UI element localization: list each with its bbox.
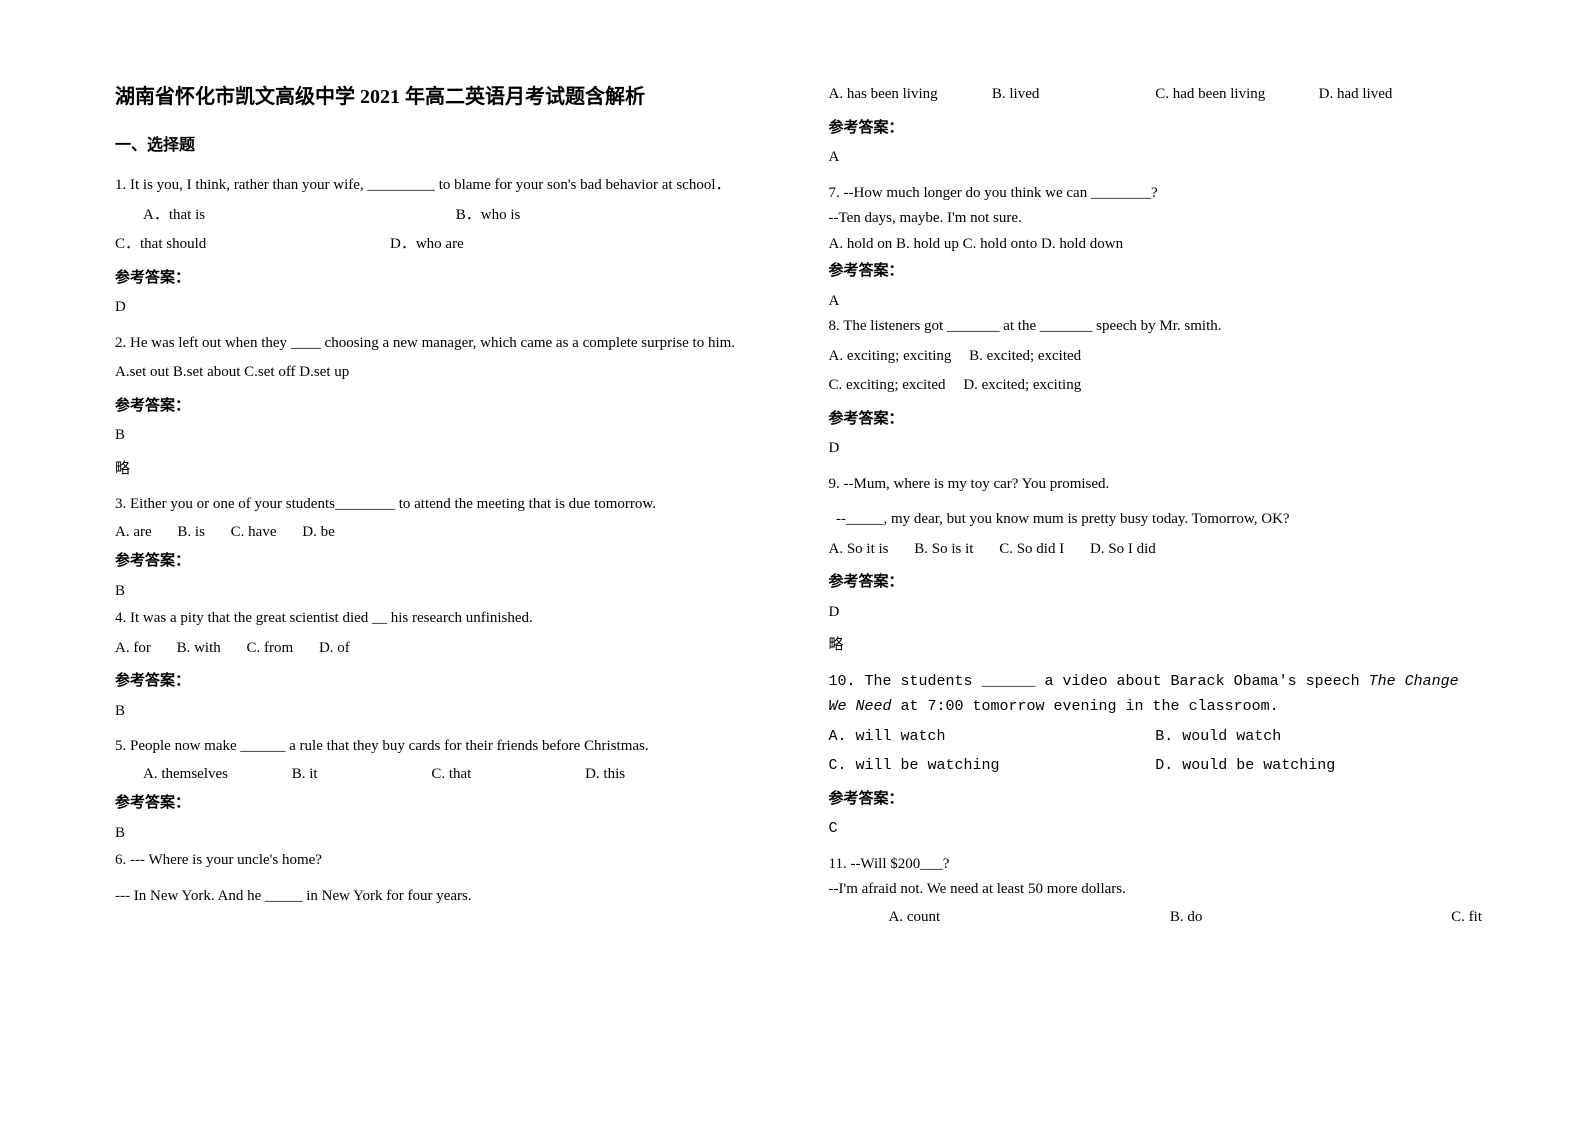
q7-answer: A	[829, 289, 1483, 315]
answer-label: 参考答案：	[115, 266, 769, 292]
q3-opt-b: B. is	[177, 520, 205, 546]
q6-opt-b: B. lived	[992, 82, 1155, 108]
q9-stem1: 9. --Mum, where is my toy car? You promi…	[829, 472, 1483, 498]
column-left: 湖南省怀化市凯文高级中学 2021 年高二英语月考试题含解析 一、选择题 1. …	[100, 80, 799, 1082]
q11-opt-b: B. do	[1170, 905, 1401, 931]
q1-opt-a: A．that is	[143, 203, 456, 229]
section-heading: 一、选择题	[115, 132, 769, 159]
q6-opts: A. has been living B. lived C. had been …	[829, 82, 1483, 108]
q5-opt-c: C. that	[431, 762, 471, 788]
q3-answer: B	[115, 579, 769, 605]
q1-opts-row2: C．that should D．who are	[115, 232, 769, 258]
q3-opt-d: D. be	[302, 520, 335, 546]
column-right: A. has been living B. lived C. had been …	[799, 80, 1498, 1082]
q7-stem1: 7. --How much longer do you think we can…	[829, 181, 1483, 207]
q8-opts-row1: A. exciting; exciting B. excited; excite…	[829, 344, 1483, 370]
q3-opt-c: C. have	[231, 520, 277, 546]
q9-opt-d: D. So I did	[1090, 537, 1156, 563]
page-title: 湖南省怀化市凯文高级中学 2021 年高二英语月考试题含解析	[115, 80, 769, 114]
q4-opt-d: D. of	[319, 636, 350, 662]
q1-stem: 1. It is you, I think, rather than your …	[115, 173, 769, 199]
answer-label: 参考答案：	[115, 791, 769, 817]
q8-opt-c: C. exciting; excited	[829, 373, 946, 399]
q10-opt-d: D. would be watching	[1155, 753, 1482, 779]
q10-opt-c: C. will be watching	[829, 753, 1156, 779]
q1-answer: D	[115, 295, 769, 321]
answer-label: 参考答案：	[829, 570, 1483, 596]
q8-opt-a: A. exciting; exciting	[829, 344, 952, 370]
q1-opts-row1: A．that is B．who is	[115, 203, 769, 229]
q5-opt-a: A. themselves	[143, 762, 228, 788]
q10-stem: 10. The students ______ a video about Ba…	[829, 669, 1483, 720]
answer-label: 参考答案：	[829, 407, 1483, 433]
q1-opt-b: B．who is	[456, 203, 769, 229]
q8-answer: D	[829, 436, 1483, 462]
answer-label: 参考答案：	[829, 259, 1483, 285]
answer-label: 参考答案：	[115, 394, 769, 420]
q6-opt-a: A. has been living	[829, 82, 992, 108]
q5-opt-b: B. it	[292, 762, 318, 788]
q1-opt-d: D．who are	[390, 232, 464, 258]
q5-stem: 5. People now make ______ a rule that th…	[115, 734, 769, 760]
q7-opts: A. hold on B. hold up C. hold onto D. ho…	[829, 232, 1483, 258]
q4-opt-c: C. from	[247, 636, 294, 662]
q9-omit: 略	[829, 633, 1483, 659]
q11-opts: A. count B. do C. fit	[829, 905, 1483, 931]
q3-opt-a: A. are	[115, 520, 152, 546]
q3-opts: A. are B. is C. have D. be	[115, 520, 769, 546]
q11-opt-a: A. count	[889, 905, 1120, 931]
q3-stem: 3. Either you or one of your students___…	[115, 492, 769, 518]
q9-opt-c: C. So did I	[999, 537, 1064, 563]
q4-opt-a: A. for	[115, 636, 151, 662]
answer-label: 参考答案：	[829, 116, 1483, 142]
answer-label: 参考答案：	[829, 787, 1483, 813]
q2-omit: 略	[115, 457, 769, 483]
exam-page: 湖南省怀化市凯文高级中学 2021 年高二英语月考试题含解析 一、选择题 1. …	[0, 0, 1587, 1122]
q9-opts: A. So it is B. So is it C. So did I D. S…	[829, 537, 1483, 563]
q10-opts-row2: C. will be watching D. would be watching	[829, 753, 1483, 779]
q11-opt-c: C. fit	[1451, 905, 1482, 931]
q10-opt-a: A. will watch	[829, 724, 1156, 750]
answer-label: 参考答案：	[115, 549, 769, 575]
q6-stem1: 6. --- Where is your uncle's home?	[115, 848, 769, 874]
q9-opt-a: A. So it is	[829, 537, 889, 563]
q8-opts-row2: C. exciting; excited D. excited; excitin…	[829, 373, 1483, 399]
q10-stem-a: 10. The students ______ a video about Ba…	[829, 673, 1369, 690]
q7-stem2: --Ten days, maybe. I'm not sure.	[829, 206, 1483, 232]
answer-label: 参考答案：	[115, 669, 769, 695]
q9-answer: D	[829, 600, 1483, 626]
q4-opts: A. for B. with C. from D. of	[115, 636, 769, 662]
q5-opts: A. themselves B. it C. that D. this	[115, 762, 769, 788]
q9-opt-b: B. So is it	[914, 537, 973, 563]
q4-stem: 4. It was a pity that the great scientis…	[115, 606, 769, 632]
q6-stem2: --- In New York. And he _____ in New Yor…	[115, 884, 769, 910]
q10-opt-b: B. would watch	[1155, 724, 1482, 750]
q2-answer: B	[115, 423, 769, 449]
q4-answer: B	[115, 699, 769, 725]
q6-answer: A	[829, 145, 1483, 171]
q2-stem: 2. He was left out when they ____ choosi…	[115, 331, 769, 357]
q4-opt-b: B. with	[177, 636, 221, 662]
q1-opt-c: C．that should	[115, 232, 206, 258]
q6-opt-c: C. had been living	[1155, 82, 1318, 108]
q5-opt-d: D. this	[585, 762, 625, 788]
q5-answer: B	[115, 821, 769, 847]
q11-stem2: --I'm afraid not. We need at least 50 mo…	[829, 877, 1483, 903]
q10-stem-b: at 7:00 tomorrow evening in the classroo…	[892, 698, 1279, 715]
q2-opts: A.set out B.set about C.set off D.set up	[115, 360, 769, 386]
q6-opt-d: D. had lived	[1319, 82, 1482, 108]
q10-answer: C	[829, 816, 1483, 842]
q8-opt-b: B. excited; excited	[969, 344, 1081, 370]
q10-opts-row1: A. will watch B. would watch	[829, 724, 1483, 750]
q11-stem1: 11. --Will $200___?	[829, 852, 1483, 878]
q9-stem2: --_____, my dear, but you know mum is pr…	[829, 507, 1483, 533]
q8-stem: 8. The listeners got _______ at the ____…	[829, 314, 1483, 340]
q8-opt-d: D. excited; exciting	[963, 373, 1081, 399]
